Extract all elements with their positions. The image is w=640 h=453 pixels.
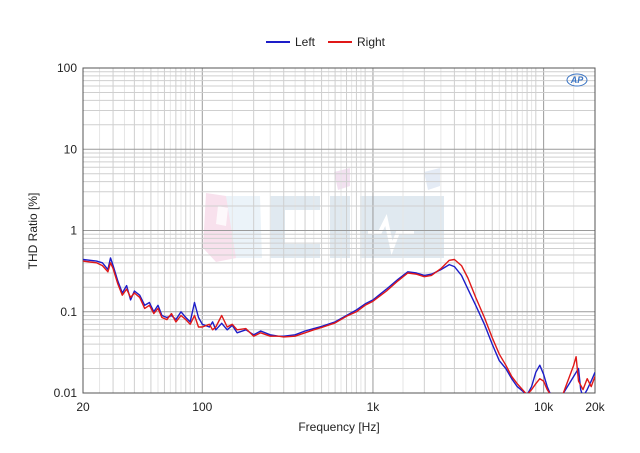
y-tick-label-1: 1 [70, 224, 77, 238]
x-tick-label-10k: 10k [534, 400, 554, 414]
svg-text:AP: AP [570, 75, 584, 85]
ap-logo: AP [566, 73, 588, 87]
legend-label-left: Left [295, 35, 316, 49]
x-tick-label-20: 20 [76, 400, 90, 414]
y-tick-label-100: 100 [57, 61, 77, 75]
legend: Left Right [266, 35, 386, 49]
x-tick-label-100: 100 [192, 400, 212, 414]
plot-frame [82, 67, 596, 394]
y-axis-ticks: 100 10 1 0.1 0.01 [54, 61, 78, 400]
series-group [83, 257, 595, 393]
y-tick-label-0.1: 0.1 [60, 305, 77, 319]
series-line-left [83, 257, 595, 393]
watermark-logo [203, 168, 444, 262]
series-line-right [83, 258, 595, 393]
x-tick-label-20k: 20k [585, 400, 605, 414]
y-tick-label-0.01: 0.01 [54, 386, 78, 400]
y-tick-label-10: 10 [64, 142, 78, 156]
legend-label-right: Right [357, 35, 386, 49]
y-axis-label: THD Ratio [%] [26, 193, 40, 270]
x-axis-label: Frequency [Hz] [298, 420, 379, 434]
grid-lines [82, 67, 596, 394]
x-axis-ticks: 20 100 1k 10k 20k [76, 400, 605, 414]
x-tick-label-1k: 1k [367, 400, 381, 414]
